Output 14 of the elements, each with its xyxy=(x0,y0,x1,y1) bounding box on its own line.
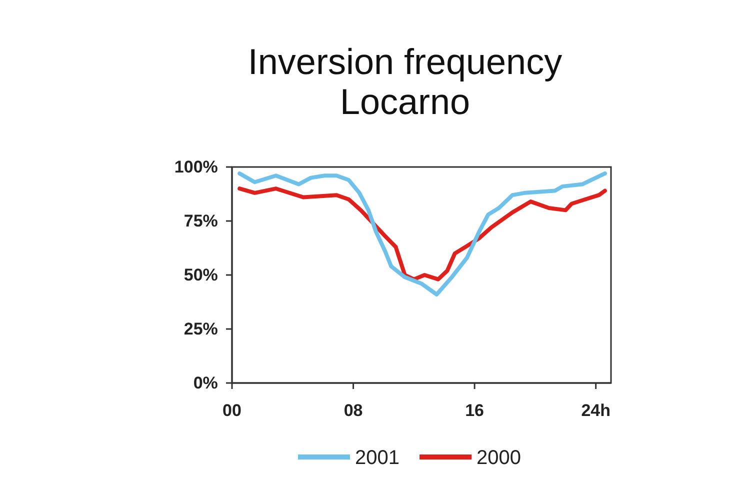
y-tick-label: 25% xyxy=(184,319,218,338)
y-tick-label: 50% xyxy=(184,265,218,284)
x-tick-label: 16 xyxy=(465,400,484,420)
legend-label: 2000 xyxy=(476,447,521,469)
y-tick-label: 75% xyxy=(184,211,218,230)
y-tick-label: 100% xyxy=(174,157,218,176)
x-tick-label: 08 xyxy=(344,400,363,420)
y-tick-label: 0% xyxy=(193,373,218,392)
chart-title: Inversion frequency Locarno xyxy=(248,41,562,122)
legend-label: 2001 xyxy=(355,447,400,469)
x-tick-label: 24h xyxy=(581,400,610,420)
line-series xyxy=(238,186,607,282)
line-series xyxy=(238,171,607,296)
x-tick-label: 00 xyxy=(222,400,242,420)
